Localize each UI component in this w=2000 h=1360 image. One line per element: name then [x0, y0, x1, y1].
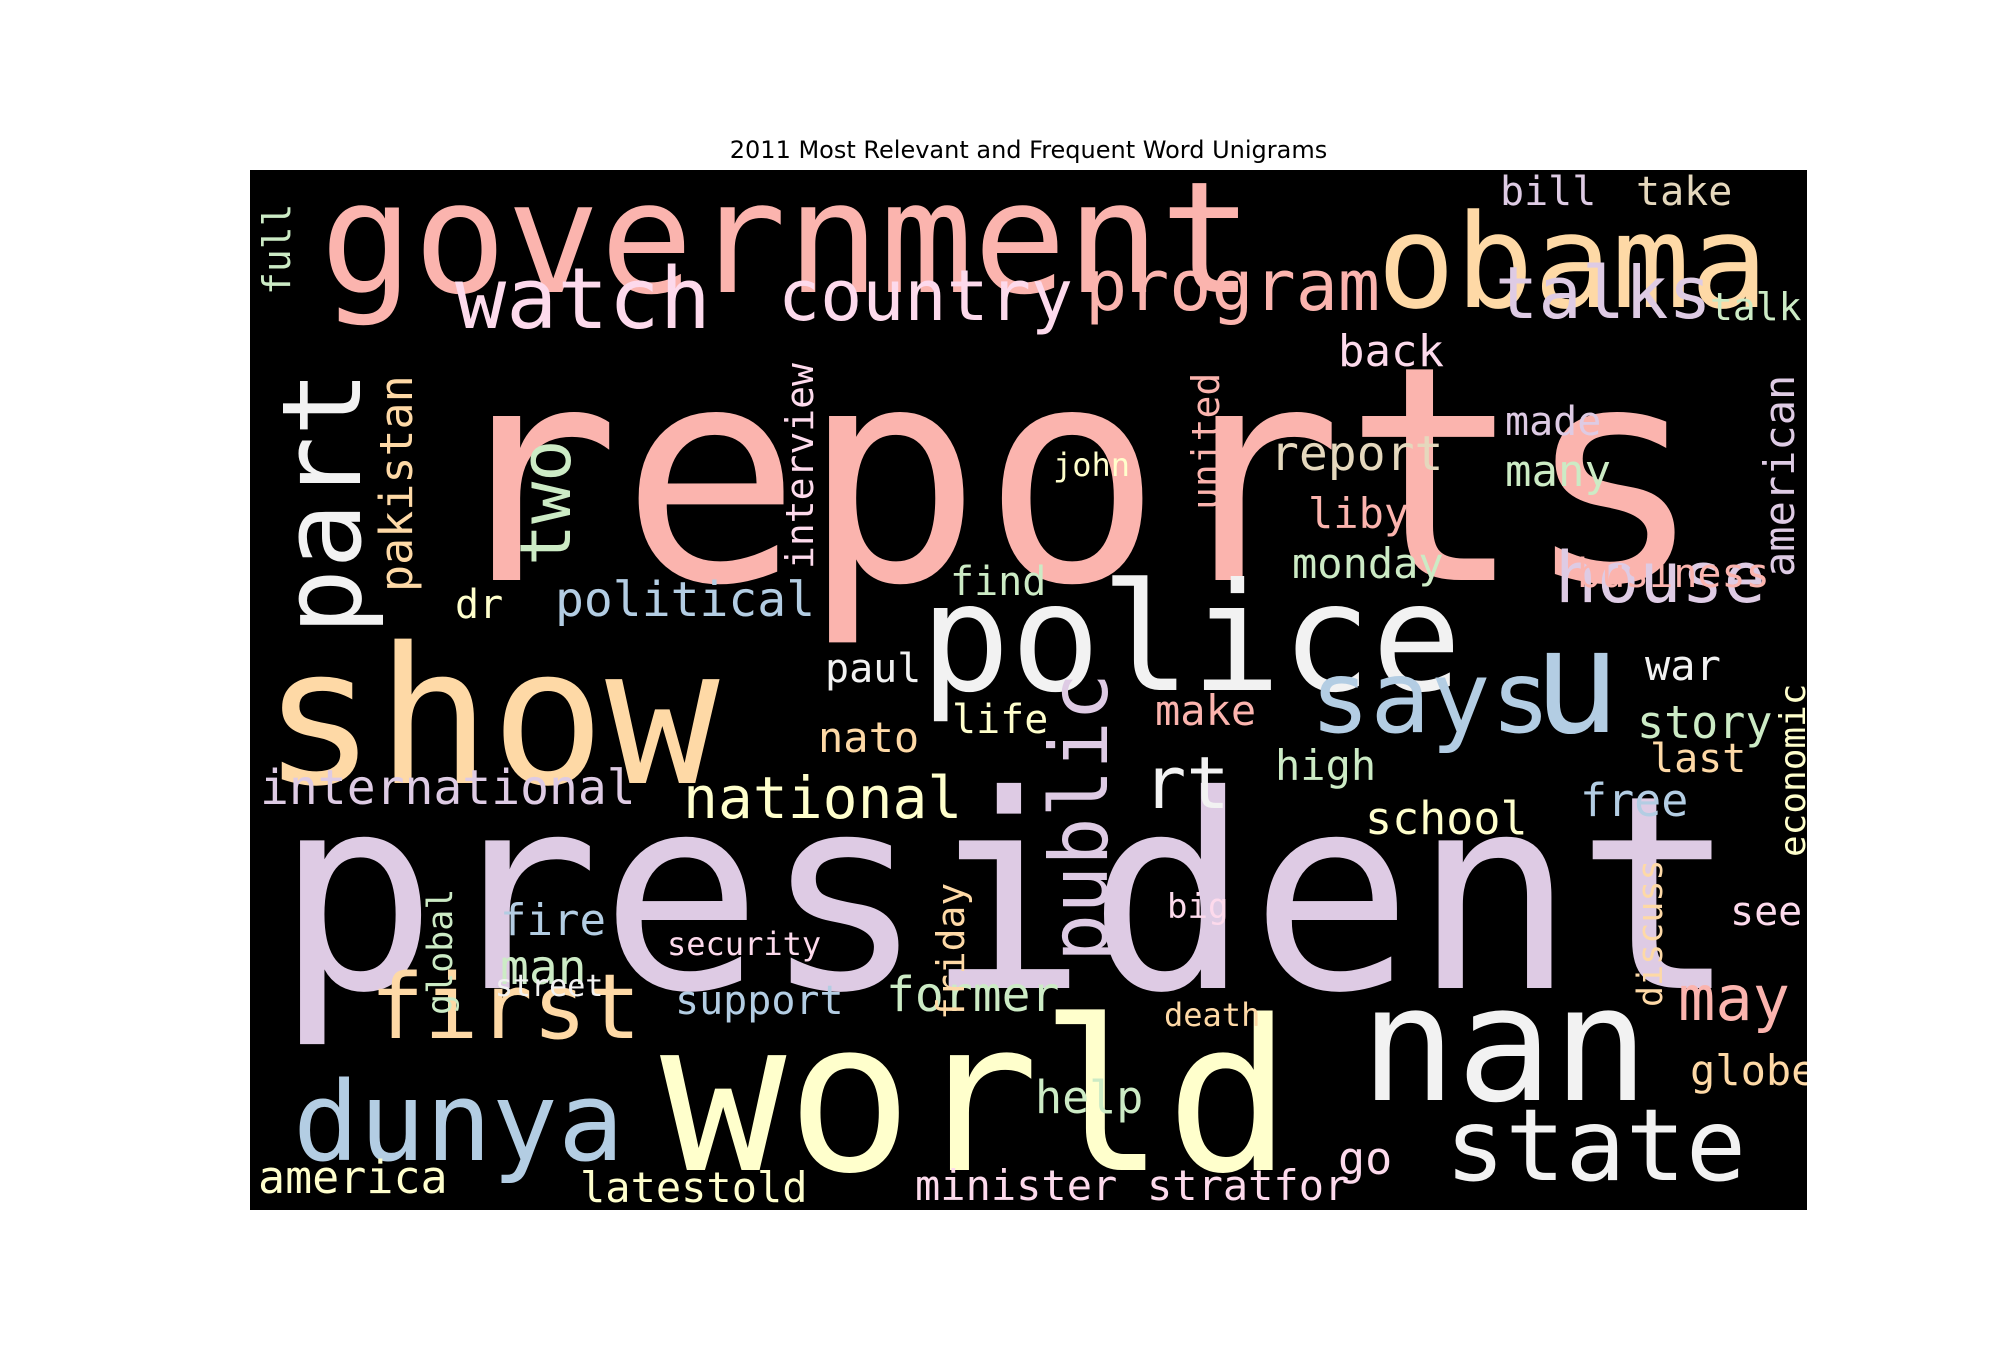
word-show: show [262, 607, 720, 828]
word-dunya: dunya [293, 1058, 624, 1186]
word-big: big [1167, 887, 1228, 927]
chart-title: 2011 Most Relevant and Frequent Word Uni… [729, 136, 1328, 164]
word-says: says [1310, 639, 1551, 756]
word-pakistan: pakistan [370, 375, 423, 592]
word-friday: friday [929, 883, 973, 1020]
word-fire: fire [500, 895, 606, 946]
word-take: take [1636, 170, 1732, 215]
word-rt: rt [1143, 741, 1230, 825]
word-american: american [1755, 375, 1804, 577]
word-united: united [1184, 373, 1228, 510]
word-global: global [421, 889, 461, 1015]
word-economic: economic [1773, 684, 1807, 857]
word-street: street [495, 969, 603, 1004]
word-many: many [1505, 446, 1611, 497]
word-public: public [1033, 673, 1126, 962]
word-reports: reports [440, 302, 1704, 651]
word-business: business [1577, 551, 1770, 597]
word-back: back [1338, 326, 1444, 377]
word-house: house [1555, 537, 1766, 619]
word-find: find [950, 559, 1046, 605]
word-nato: nato [818, 713, 919, 762]
word-john: john [1053, 446, 1130, 484]
word-first: first [370, 955, 641, 1060]
word-see: see [1730, 889, 1802, 935]
word-international: international [260, 760, 636, 816]
word-help: help [1035, 1071, 1143, 1124]
word-man: man [500, 940, 587, 996]
word-police: police [920, 552, 1462, 726]
word-support: support [675, 978, 844, 1024]
word-program: program [1085, 245, 1380, 327]
word-interview: interview [778, 363, 822, 569]
word-libya: libya [1308, 489, 1434, 538]
word-last: last [1650, 736, 1746, 782]
word-government: government [320, 170, 1253, 329]
word-bill: bill [1500, 170, 1596, 215]
word-talks: talks [1495, 251, 1712, 335]
word-discuss: discuss [1631, 859, 1671, 1007]
word-life: life [952, 697, 1048, 743]
word-minister: minister [915, 1161, 1117, 1210]
word-former: former [886, 967, 1059, 1023]
word-may: may [1678, 962, 1790, 1035]
word-state: state [1445, 1087, 1746, 1204]
word-made: made [1505, 399, 1601, 445]
word-war: war [1645, 641, 1721, 690]
word-death: death [1164, 996, 1260, 1034]
word-talk: talk [1710, 285, 1802, 329]
word-story: story [1637, 696, 1772, 749]
word-latestold: latestold [580, 1163, 808, 1210]
word-country: country [778, 255, 1073, 337]
word-high: high [1275, 741, 1376, 790]
word-obama: obama [1377, 186, 1768, 338]
word-free: free [1580, 774, 1688, 827]
word-two: two [505, 440, 587, 566]
word-national: national [683, 764, 962, 832]
word-america: america [258, 1151, 448, 1204]
word-report: report [1270, 426, 1443, 482]
word-nan: nan [1360, 951, 1649, 1138]
word-part: part [258, 370, 386, 635]
word-u: u [1533, 598, 1620, 767]
word-globe: globe [1690, 1046, 1807, 1095]
cloud-background [250, 170, 1807, 1210]
words-layer: reports president government show police worl… [255, 170, 1807, 1210]
word-president: president [275, 737, 1738, 1052]
word-political: political [555, 572, 815, 628]
word-make: make [1155, 686, 1256, 735]
word-stratfor: stratfor [1147, 1161, 1349, 1210]
word-full: full [255, 203, 299, 295]
word-go: go [1338, 1132, 1392, 1185]
word-school: school [1365, 792, 1528, 845]
word-watch: watch [455, 250, 711, 349]
word-monday: monday [1292, 539, 1444, 588]
word-paul: paul [825, 646, 921, 692]
word-security: security [667, 925, 821, 963]
word-cloud: reports president government show police worl… [250, 170, 1807, 1210]
word-world: world [660, 975, 1292, 1210]
word-dr: dr [455, 582, 503, 628]
